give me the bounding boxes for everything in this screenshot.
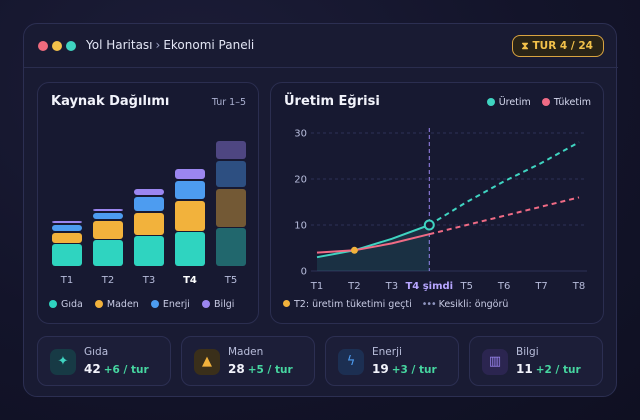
bar-t1-1 (52, 233, 82, 243)
card-rate: +5 / tur (247, 364, 293, 376)
bar-t3-3 (134, 189, 164, 195)
x-tick-label: T2 (347, 281, 360, 292)
breadcrumb-current: Ekonomi Paneli (163, 38, 255, 52)
consumption-line-actual (316, 233, 430, 254)
legend-item-production: Üretim (486, 97, 531, 108)
y-tick-label: 10 (294, 221, 307, 232)
bar-t1-0 (52, 244, 82, 266)
legend-item-consumption: Tüketim (541, 97, 591, 108)
production-area (317, 225, 430, 271)
window-minimize-button[interactable] (52, 41, 62, 51)
crossover-marker-icon (283, 300, 290, 307)
x-tick-label: T6 (497, 281, 510, 292)
bar-tick-label: T3 (142, 275, 155, 286)
card-value: 19 +3 / tur (372, 362, 437, 376)
bar-t4-1 (175, 201, 205, 231)
bar-t1-3 (52, 221, 82, 223)
resource-distribution-panel: Kaynak Dağılımı Tur 1–5 T1 T2 T3 T4 T5 Gıda … (37, 82, 259, 324)
card-value: 11 +2 / tur (516, 362, 581, 376)
production-legend: Üretim Tüketim (479, 97, 591, 108)
bar-t2-0 (93, 240, 123, 266)
bar-t2-3 (93, 209, 123, 211)
breadcrumb: Yol Haritası › Ekonomi Paneli (86, 38, 254, 52)
panel-title: Üretim Eğrisi (284, 94, 380, 109)
app-window: Yol Haritası › Ekonomi Paneli ⧗ TUR 4 / 24 … (23, 23, 618, 397)
production-line-projected (428, 141, 580, 226)
card-label: Enerji (372, 346, 402, 358)
production-curve-panel: Üretim Eğrisi Üretim Tüketim 0 10 20 30 T1 T2… (270, 82, 604, 324)
bar-t1-2 (52, 225, 82, 231)
y-tick-label: 0 (301, 267, 307, 278)
warning-ore-icon: ▲ (194, 349, 220, 375)
bar-t3-2 (134, 197, 164, 211)
x-tick-label: T1 (310, 281, 323, 292)
crossover-note: T2: üretim tüketimi geçti (294, 299, 412, 310)
window-close-button[interactable] (38, 41, 48, 51)
bar-t2-1 (93, 221, 123, 239)
bar-tick-label: T5 (224, 275, 237, 286)
resource-bar-chart: T1 T2 T3 T4 T5 (52, 141, 246, 286)
dashed-line-icon: ••• (421, 299, 437, 310)
resource-card-food[interactable]: ✦ Gıda 42 +6 / tur (37, 336, 171, 386)
resource-legend: Gıda Maden Enerji Bilgi (49, 299, 243, 310)
bar-t4-3 (175, 169, 205, 179)
current-point (423, 219, 435, 231)
production-line-actual (316, 224, 430, 259)
turn-counter: TUR 4 / 24 (532, 40, 594, 52)
card-rate: +3 / tur (391, 364, 437, 376)
legend-item-knowledge: Bilgi (201, 299, 234, 310)
turn-badge: ⧗ TUR 4 / 24 (512, 35, 604, 57)
bar-t5-2 (216, 161, 246, 187)
card-label: Bilgi (516, 346, 539, 358)
breadcrumb-separator: › (155, 38, 161, 52)
resource-card-ore[interactable]: ▲ Maden 28 +5 / tur (181, 336, 315, 386)
breadcrumb-root[interactable]: Yol Haritası (86, 38, 153, 52)
card-label: Maden (228, 346, 264, 358)
bar-tick-label: T2 (101, 275, 114, 286)
hourglass-icon: ⧗ (521, 41, 529, 52)
resource-card-energy[interactable]: ϟ Enerji 19 +3 / tur (325, 336, 459, 386)
bar-t5-3 (216, 141, 246, 159)
card-rate: +2 / tur (535, 364, 581, 376)
legend-item-ore: Maden (94, 299, 139, 310)
legend-item-energy: Enerji (150, 299, 190, 310)
lightning-icon: ϟ (338, 349, 364, 375)
bar-t5-1 (216, 189, 246, 227)
x-tick-label: T5 (459, 281, 472, 292)
resource-card-knowledge[interactable]: ▥ Bilgi 11 +2 / tur (469, 336, 603, 386)
x-tick-label: T7 (534, 281, 547, 292)
x-tick-label: T8 (572, 281, 585, 292)
bar-t4-0 (175, 232, 205, 266)
crossover-point (350, 246, 358, 254)
chart-notes: T2: üretim tüketimi geçti ••• Kesikli: öng… (283, 299, 508, 310)
x-tick-label: T3 (385, 281, 398, 292)
y-tick-label: 20 (294, 175, 307, 186)
card-value: 28 +5 / tur (228, 362, 293, 376)
consumption-line-projected (429, 196, 580, 236)
card-value: 42 +6 / tur (84, 362, 149, 376)
card-rate: +6 / tur (103, 364, 149, 376)
card-label: Gıda (84, 346, 109, 358)
bar-t3-0 (134, 236, 164, 266)
bar-tick-label: T4 (183, 275, 197, 286)
bar-tick-label: T1 (60, 275, 73, 286)
y-tick-label: 30 (294, 129, 307, 140)
turn-range-label: Tur 1–5 (211, 97, 246, 108)
wheat-icon: ✦ (50, 349, 76, 375)
panel-title: Kaynak Dağılımı (51, 94, 170, 109)
bar-t5-0 (216, 228, 246, 266)
title-bar: Yol Haritası › Ekonomi Paneli ⧗ TUR 4 / 24 (24, 24, 618, 68)
projection-note: Kesikli: öngörü (438, 299, 509, 310)
x-tick-label: T4 şimdi (405, 281, 453, 292)
legend-item-food: Gıda (49, 299, 83, 310)
bar-t2-2 (93, 213, 123, 219)
book-icon: ▥ (482, 349, 508, 375)
bar-t3-1 (134, 213, 164, 235)
production-line-chart: 0 10 20 30 T1 T2 T3 T4 şimdi T5 T6 T7 T8 (294, 128, 587, 292)
bar-t4-2 (175, 181, 205, 199)
window-maximize-button[interactable] (66, 41, 76, 51)
